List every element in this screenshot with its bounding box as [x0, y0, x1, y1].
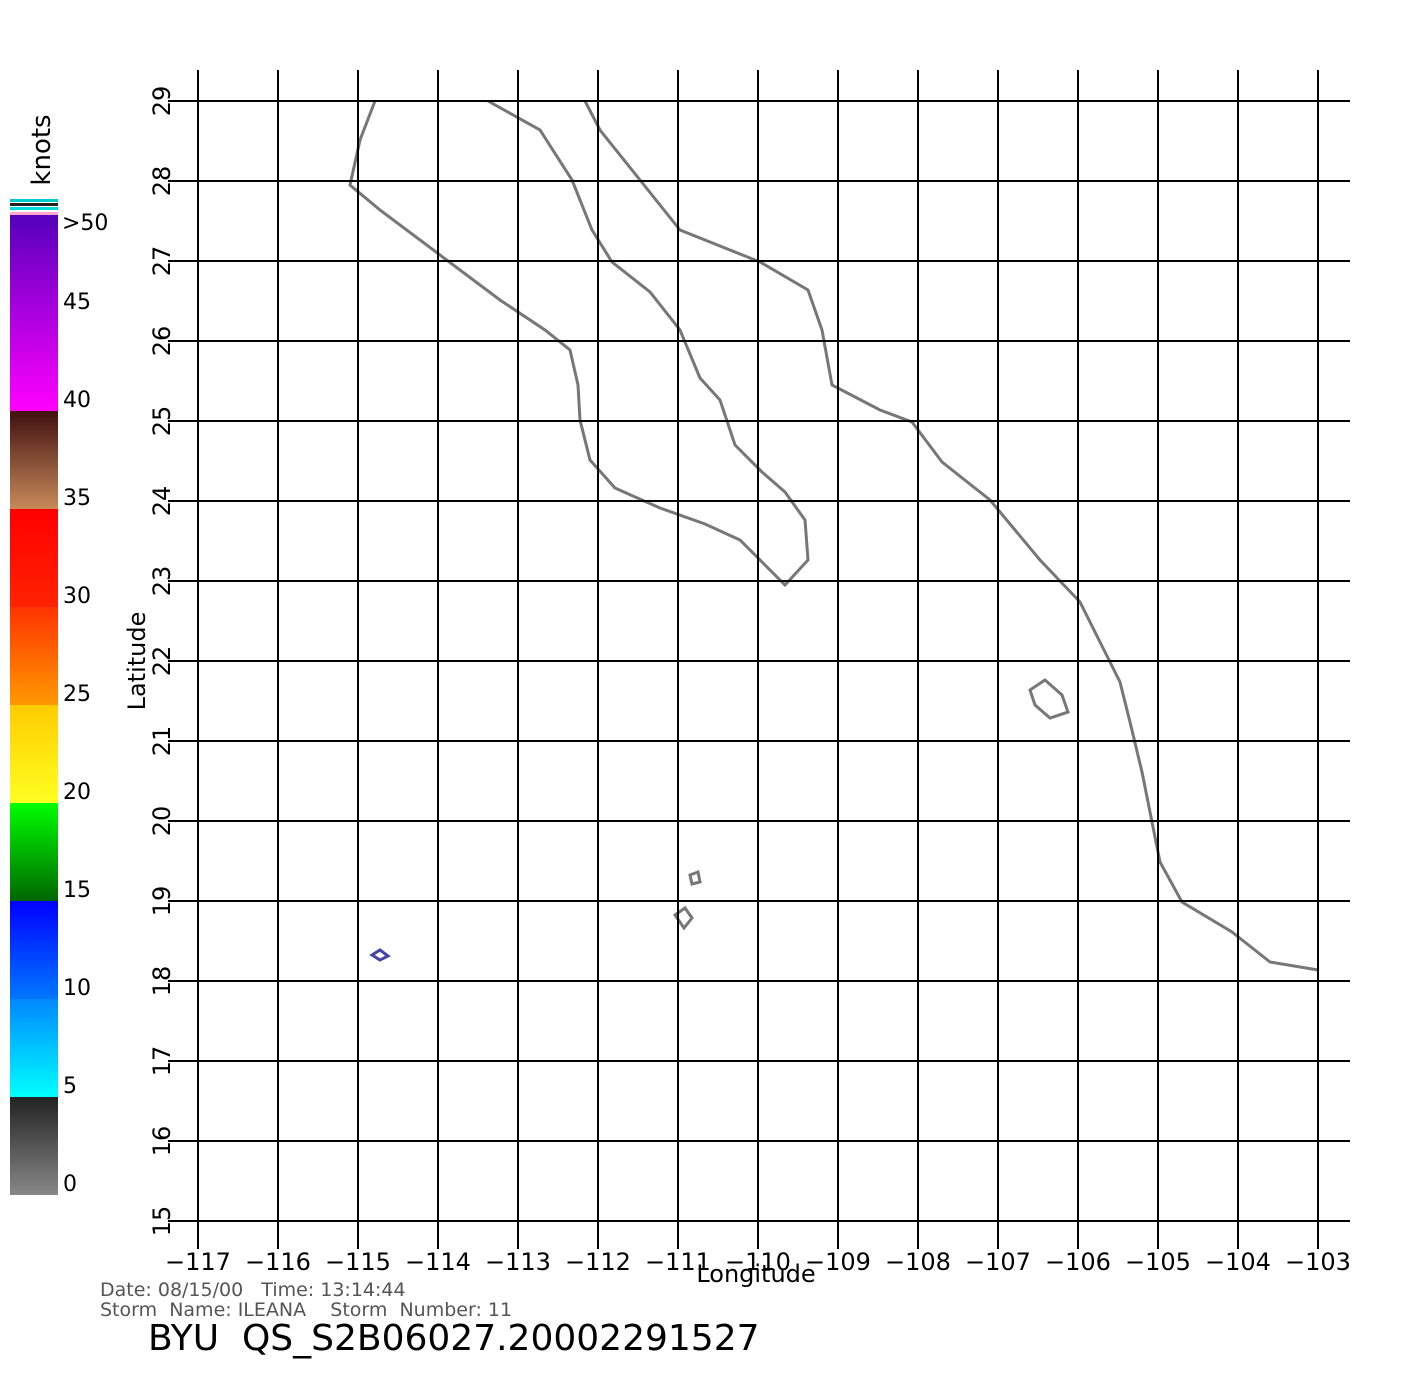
colorbar-cap [10, 212, 58, 215]
colorbar-tick-label: 10 [63, 976, 91, 1001]
x-tick-label: −111 [645, 1248, 711, 1276]
x-tick-label: −117 [165, 1248, 231, 1276]
y-tick-label: 20 [148, 806, 176, 837]
title: BYU QS_S2B06027.20002291527 [148, 1318, 760, 1359]
y-tick-label: 19 [148, 886, 176, 917]
y-tick-label: 21 [148, 726, 176, 757]
x-tick-label: −104 [1205, 1248, 1271, 1276]
colorbar-band [10, 803, 58, 901]
colorbar-tick-label: 20 [63, 780, 91, 805]
y-tick-label: 25 [148, 406, 176, 437]
colorbar-tick-label: 15 [63, 878, 91, 903]
y-tick-label: 27 [148, 246, 176, 277]
island [1028, 678, 1070, 720]
x-axis-label: Longitude [696, 1260, 815, 1288]
x-tick-label: −109 [805, 1248, 871, 1276]
colorbar-band [10, 215, 58, 411]
x-tick-label: −113 [485, 1248, 551, 1276]
island [672, 905, 694, 931]
colorbar-tick-label: 5 [63, 1074, 77, 1099]
colorbar-tick-label: 25 [63, 682, 91, 707]
colorbar-cap [10, 207, 58, 210]
y-tick-label: 15 [148, 1206, 176, 1237]
y-tick-label: 28 [148, 166, 176, 197]
x-tick-label: −107 [965, 1248, 1031, 1276]
colorbar-tick-label: 30 [63, 584, 91, 609]
x-tick-label: −114 [405, 1248, 471, 1276]
island [688, 869, 702, 886]
colorbar-label: knots [27, 114, 57, 185]
y-tick-label: 17 [148, 1046, 176, 1077]
y-tick-label: 23 [148, 566, 176, 597]
y-tick-label: 24 [148, 486, 176, 517]
colorbar-band [10, 1097, 58, 1195]
colorbar-band [10, 901, 58, 999]
colorbar-tick-label: 0 [63, 1172, 77, 1197]
y-axis-label: Latitude [123, 612, 151, 711]
y-tick-label: 26 [148, 326, 176, 357]
x-tick-label: −115 [325, 1248, 391, 1276]
colorbar-band [10, 509, 58, 607]
x-tick-label: −105 [1125, 1248, 1191, 1276]
y-tick-label: 16 [148, 1126, 176, 1157]
colorbar-tick-label: 40 [63, 388, 91, 413]
x-tick-label: −108 [885, 1248, 951, 1276]
colorbar-tick-label: 35 [63, 486, 91, 511]
x-tick-label: −110 [725, 1248, 791, 1276]
x-tick-label: −112 [565, 1248, 631, 1276]
colorbar-cap [10, 199, 58, 202]
island [369, 948, 391, 962]
x-tick-label: −106 [1045, 1248, 1111, 1276]
colorbar-top-label: >50 [62, 211, 108, 236]
storm-line: Storm Name: ILEANA Storm Number: 11 [100, 1299, 512, 1321]
colorbar-band [10, 411, 58, 509]
colorbar-band [10, 607, 58, 705]
colorbar-band [10, 999, 58, 1097]
date-line: Date: 08/15/00 Time: 13:14:44 [100, 1279, 406, 1301]
baja-coast [348, 99, 810, 588]
y-tick-label: 22 [148, 646, 176, 677]
y-tick-label: 29 [148, 86, 176, 117]
coastline [348, 99, 1319, 972]
x-tick-label: −103 [1285, 1248, 1351, 1276]
colorbar-band [10, 705, 58, 803]
y-tick-label: 18 [148, 966, 176, 997]
colorbar-cap [10, 203, 58, 206]
colorbar-tick-label: 45 [63, 290, 91, 315]
mainland-coast [583, 100, 1319, 972]
x-tick-label: −116 [245, 1248, 311, 1276]
